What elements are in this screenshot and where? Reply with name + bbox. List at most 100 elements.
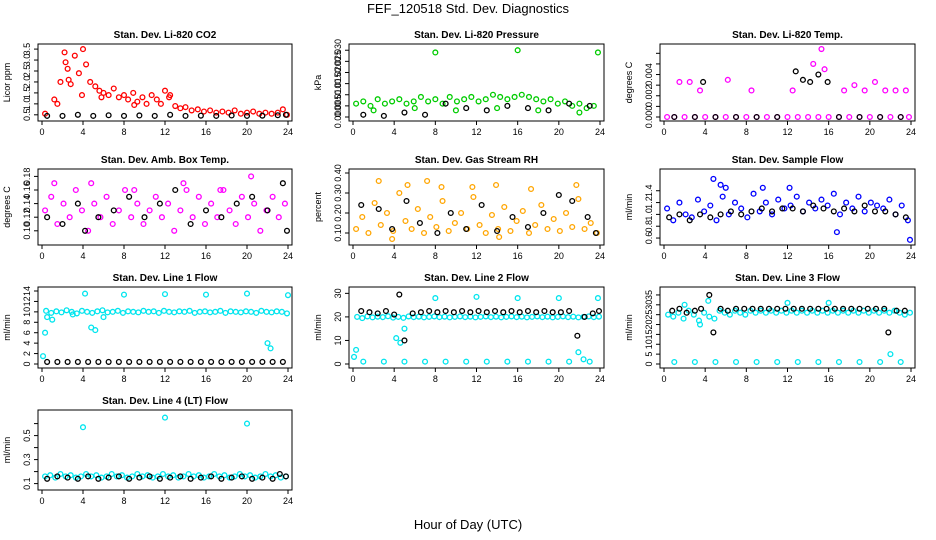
data-point (283, 227, 291, 234)
data-point (702, 113, 709, 121)
data-point (358, 307, 365, 315)
data-point (85, 358, 92, 365)
data-point (581, 313, 588, 320)
data-point (389, 235, 396, 243)
plot-title: Stan. Dev. Sample Flow (732, 155, 844, 166)
data-point (136, 474, 143, 481)
y-axis-label: degrees C (2, 186, 12, 228)
data-point (856, 113, 863, 121)
x-tick-label: 8 (121, 496, 126, 506)
data-point (268, 110, 275, 117)
plot-panel-1: Stan. Dev. Li-820 CO2 Licor ppm 0 4 8 12 16 20 2… (2, 30, 293, 137)
data-point (712, 113, 719, 121)
data-point (815, 71, 822, 78)
x-tick-label: 16 (201, 374, 211, 384)
data-point (103, 193, 110, 200)
x-tick-label: 8 (121, 374, 126, 384)
data-point (744, 214, 751, 221)
data-point (417, 309, 424, 316)
data-point (157, 100, 164, 107)
data-point (353, 225, 360, 233)
data-point (482, 96, 489, 103)
y-tick-label: 0.025 (333, 50, 343, 73)
data-point (105, 358, 112, 365)
data-point (264, 207, 271, 214)
y-tick-label: 1.2 (644, 196, 654, 209)
y-axis-label: kPa (313, 75, 323, 91)
data-point (57, 78, 64, 86)
data-point (533, 309, 540, 316)
y-tick-label: 0.10 (22, 222, 32, 240)
data-point (556, 227, 563, 235)
data-point (794, 113, 801, 121)
data-point (279, 106, 286, 113)
data-point (451, 313, 458, 320)
data-point (823, 305, 830, 312)
data-point (404, 181, 411, 189)
data-point (42, 207, 49, 214)
y-tick-label: 0.10 (333, 224, 343, 242)
data-point (753, 358, 760, 366)
data-point (350, 353, 358, 360)
data-point (258, 307, 265, 314)
data-point (401, 109, 408, 116)
x-tick-label: 16 (201, 127, 211, 137)
data-point (98, 94, 105, 101)
data-point (584, 213, 591, 221)
data-point (158, 214, 165, 221)
data-point (263, 308, 270, 315)
data-point (74, 111, 81, 118)
data-point (762, 199, 769, 206)
x-tick-label: 24 (283, 496, 293, 506)
data-point (47, 472, 54, 479)
data-point (557, 309, 564, 316)
plot-frame (37, 168, 293, 246)
data-point (262, 109, 269, 116)
plot-frame (37, 286, 293, 369)
x-tick-label: 0 (661, 251, 666, 261)
data-point (200, 108, 208, 115)
data-point (871, 78, 879, 86)
data-point (177, 473, 184, 480)
data-point (504, 358, 511, 365)
y-tick-label: 10 (333, 335, 343, 345)
data-point (851, 208, 858, 215)
y-tick-label: 1.0 (22, 98, 32, 111)
data-point (156, 475, 163, 482)
data-point (451, 219, 458, 227)
data-point (238, 358, 245, 365)
data-point (445, 227, 452, 235)
data-point (63, 307, 70, 314)
data-point (187, 475, 194, 482)
data-point (533, 96, 540, 103)
data-point (360, 358, 367, 365)
data-point (793, 309, 800, 316)
data-point (426, 313, 433, 320)
data-point (494, 105, 501, 112)
data-point (44, 214, 51, 221)
x-tick-label: 8 (121, 251, 126, 261)
data-point (438, 183, 445, 191)
data-point (214, 214, 221, 221)
data-point (670, 217, 677, 224)
data-point (420, 314, 428, 321)
data-point (44, 475, 51, 482)
data-point (798, 307, 805, 314)
data-point (64, 474, 71, 481)
data-point (69, 311, 76, 318)
data-point (713, 217, 720, 224)
data-point (197, 474, 204, 481)
data-point (228, 474, 235, 481)
x-tick-label: 20 (554, 374, 564, 384)
data-point (882, 208, 889, 215)
data-point (549, 314, 556, 321)
y-tick-label: 0.004 (644, 63, 654, 86)
data-point (269, 193, 276, 200)
data-point (85, 473, 92, 480)
data-point (92, 83, 99, 90)
data-point (681, 113, 688, 121)
data-point (544, 313, 551, 320)
data-point (676, 305, 683, 312)
data-point (119, 309, 127, 316)
data-point (282, 473, 290, 480)
